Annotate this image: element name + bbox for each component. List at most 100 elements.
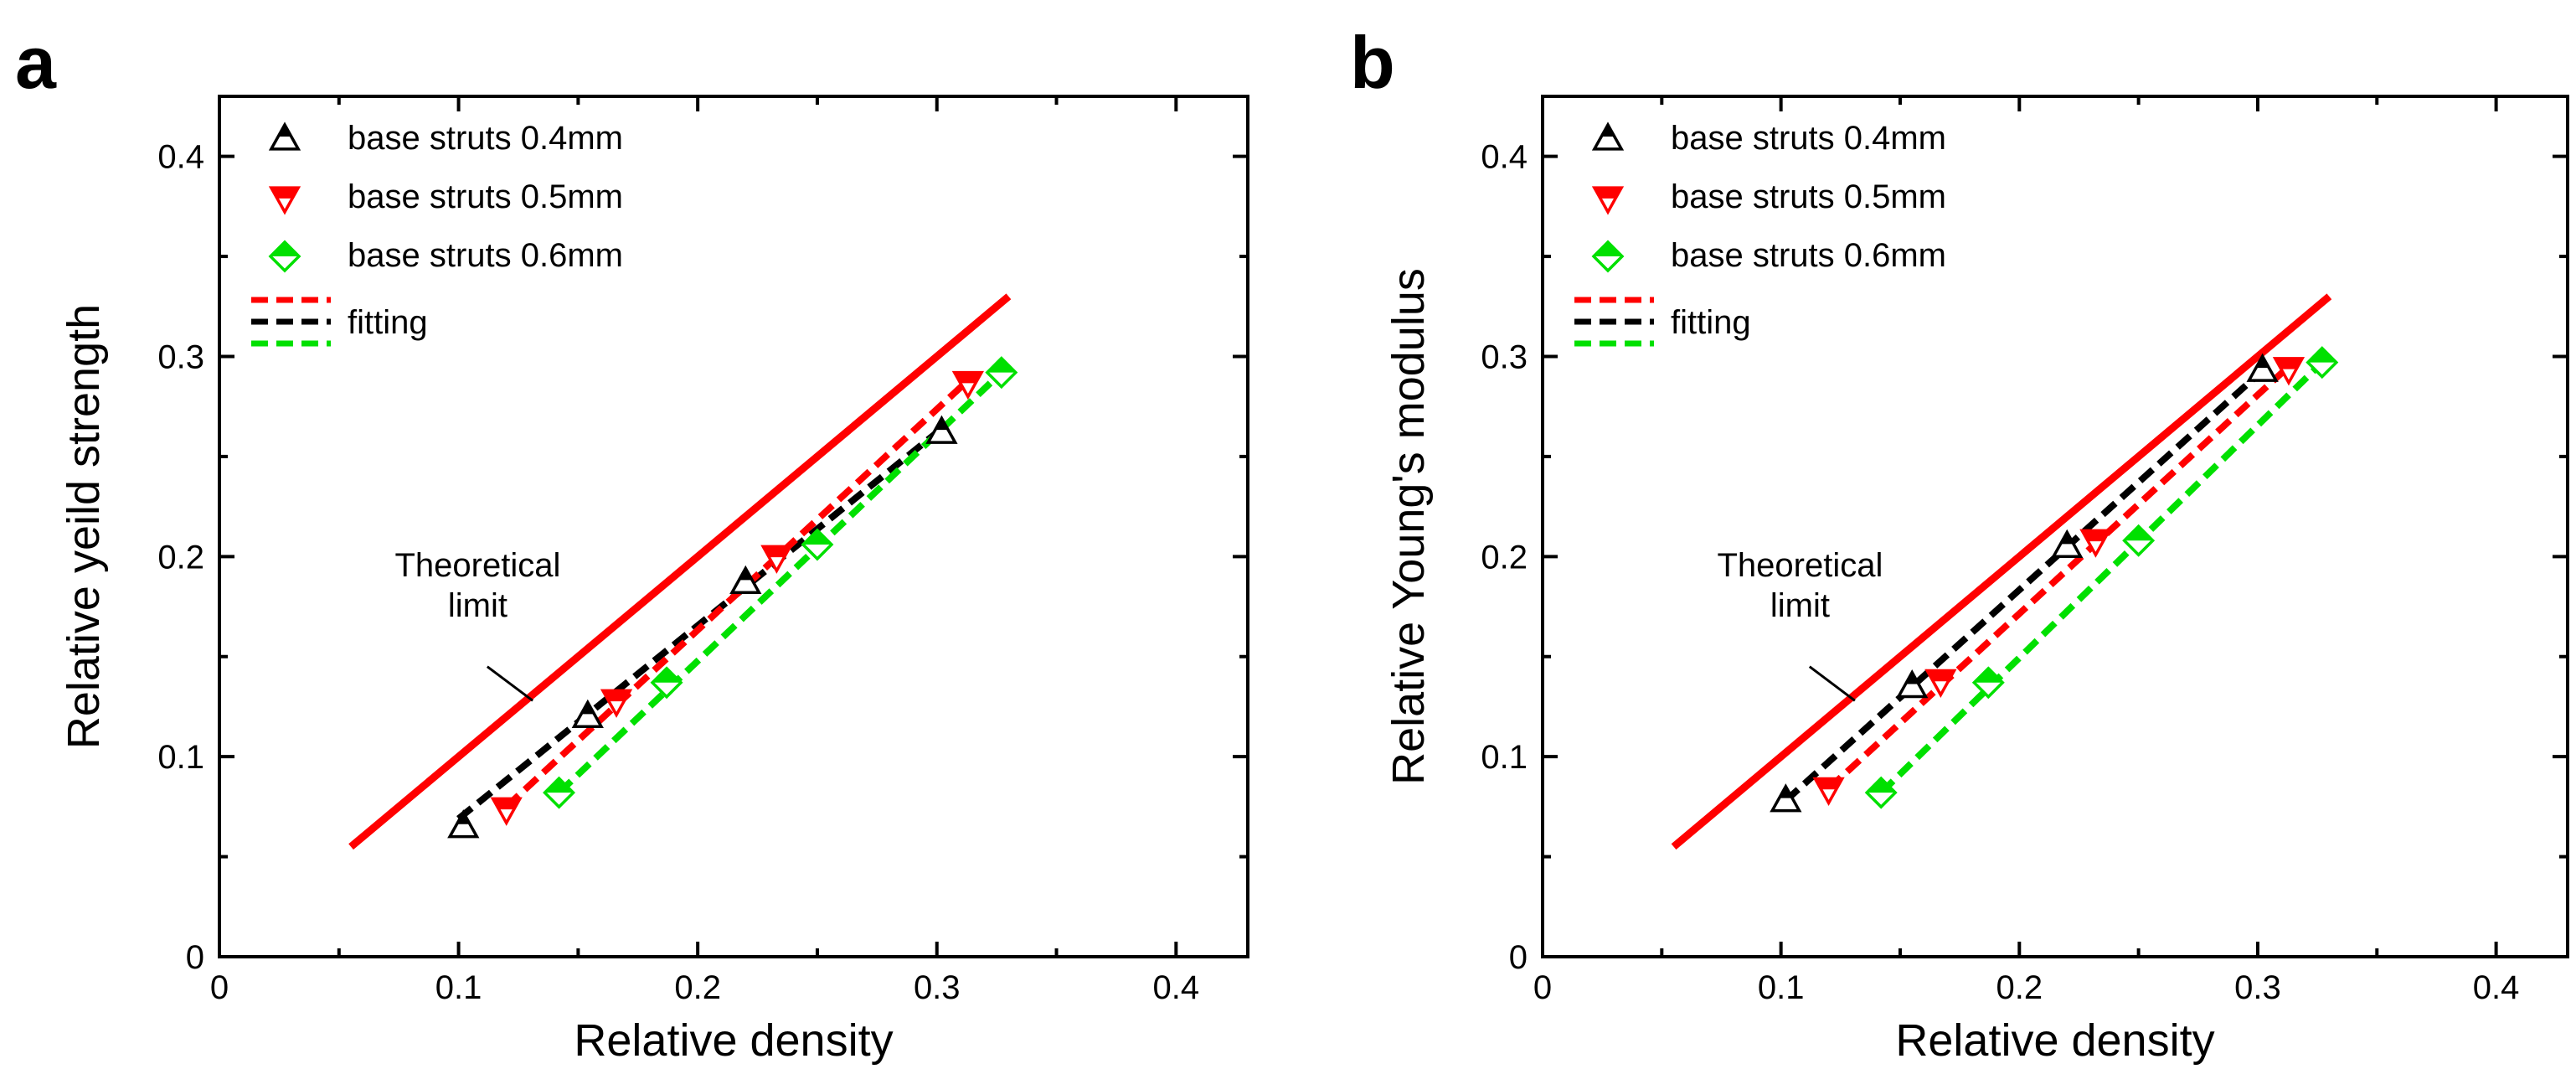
legend-item-series-1: base struts 0.5mm	[268, 178, 623, 215]
data-point-fill	[2275, 358, 2303, 369]
plot-frame	[218, 95, 1249, 958]
data-point-outline	[2051, 529, 2084, 559]
y-tick-label: 0	[1509, 939, 1528, 976]
data-point-series-0	[2051, 529, 2084, 559]
chart-panel-b: b 00 0.1 0.1 0.2 0.2 0.3 0.3 0.4 0.4 Relative dens…	[1350, 21, 2569, 1066]
legend-item-series-0: base struts 0.4mm	[268, 120, 623, 157]
x-tick-label: 0.3	[2234, 969, 2281, 1006]
data-point-fill	[763, 546, 791, 558]
legend-label: base struts 0.6mm	[1671, 237, 1946, 274]
annotation-limit: limit	[1770, 587, 1830, 624]
legend-label: base struts 0.4mm	[348, 120, 623, 157]
x-tick-label: 0.1	[1758, 969, 1805, 1006]
legend-fitting-label: fitting	[1671, 304, 1751, 341]
data-point-fill	[1867, 778, 1896, 793]
y-axis-title: Relative Young's modulus	[1383, 268, 1434, 785]
legend-fitting-label: fitting	[348, 304, 428, 341]
data-point-fill	[456, 812, 470, 824]
plot-frame	[1541, 95, 2569, 958]
data-point-series-1	[2079, 529, 2112, 558]
data-point-fill	[1927, 670, 1955, 682]
data-point-series-1	[1812, 777, 1845, 806]
data-point-series-2	[985, 356, 1018, 390]
x-tick-label: 0.2	[674, 969, 721, 1006]
fit-line-series-2	[1878, 359, 2325, 796]
data-point-fill	[802, 529, 832, 545]
data-point-outline	[571, 699, 604, 729]
data-point-fill	[581, 702, 595, 715]
legend-label: base struts 0.5mm	[1671, 178, 1946, 215]
y-tick-label: 0.1	[157, 739, 204, 776]
legend-marker-fill	[278, 125, 291, 137]
legend-item-series-2: base struts 0.6mm	[1591, 237, 1946, 274]
annotation-limit: limit	[448, 587, 507, 624]
legend-label: base struts 0.5mm	[348, 178, 623, 215]
data-point-fill	[1815, 778, 1842, 790]
data-point-series-1	[2272, 357, 2306, 386]
data-point-fill	[544, 778, 574, 793]
x-tick-label: 0.3	[914, 969, 961, 1006]
data-point-fill	[2255, 356, 2269, 369]
y-tick-label: 0.4	[1481, 139, 1528, 176]
data-point-series-0	[2246, 353, 2279, 382]
data-point-series-2	[543, 776, 576, 809]
legend-marker-fill	[1601, 125, 1615, 137]
data-point-fill	[987, 358, 1016, 373]
data-point-fill	[1779, 786, 1792, 798]
data-point-series-0	[925, 415, 958, 444]
data-point-outline	[1770, 783, 1802, 813]
legend-label: base struts 0.4mm	[1671, 120, 1946, 157]
legend-marker-outline	[1591, 121, 1625, 151]
legend-item-series-0: base struts 0.4mm	[1591, 120, 1946, 157]
data-point-outline	[1896, 669, 1929, 699]
panel-label: b	[1350, 21, 1395, 104]
x-tick-label: 0	[1533, 969, 1552, 1006]
panel-label: a	[15, 21, 57, 104]
data-point-series-2	[2122, 524, 2156, 557]
legend-marker-fill	[1594, 242, 1622, 256]
data-point-series-1	[1924, 669, 1957, 698]
data-point-series-2	[1864, 776, 1898, 809]
y-axis-title: Relative yeild strength	[59, 304, 109, 749]
data-point-series-1	[600, 689, 633, 718]
y-tick-label: 0.4	[157, 139, 204, 176]
data-point-series-2	[801, 528, 834, 561]
data-point-series-2	[650, 666, 683, 700]
data-point-fill	[1974, 668, 2003, 683]
data-point-series-0	[729, 565, 762, 595]
data-point-series-0	[447, 809, 480, 839]
data-point-outline	[729, 565, 762, 595]
data-point-outline	[447, 809, 480, 839]
data-point-outline	[2246, 353, 2279, 382]
theoretical-limit-line	[1671, 293, 2332, 850]
data-point-fill	[2307, 348, 2336, 363]
data-point-series-1	[760, 545, 793, 574]
data-point-series-1	[490, 797, 523, 826]
x-tick-label: 0	[210, 969, 229, 1006]
y-tick-label: 0.3	[1481, 338, 1528, 375]
x-tick-label: 0.4	[2473, 969, 2520, 1006]
y-tick-label: 0.2	[1481, 539, 1528, 576]
x-tick-label: 0.2	[1996, 969, 2043, 1006]
chart-panel-a: a 00 0.1 0.1 0.2 0.2 0.3 0.3 0.4 0.4 Relative dens…	[15, 21, 1249, 1066]
data-point-fill	[602, 690, 631, 702]
annotation-leader	[486, 665, 534, 702]
y-tick-label: 0.3	[157, 338, 204, 375]
legend-item-series-1: base struts 0.5mm	[1591, 178, 1946, 215]
data-point-series-1	[951, 370, 985, 400]
theoretical-limit-line	[348, 293, 1012, 850]
legend-marker-fill	[270, 188, 299, 199]
x-axis-title: Relative density	[574, 1015, 893, 1066]
data-point-series-0	[1770, 783, 1802, 813]
legend-marker-fill	[1594, 188, 1622, 199]
legend-marker-outline	[268, 121, 301, 151]
y-tick-label: 0	[186, 939, 204, 976]
data-point-series-2	[2306, 346, 2339, 380]
y-tick-label: 0.1	[1481, 739, 1528, 776]
fit-line-series-0	[1783, 368, 2265, 803]
data-point-series-0	[1896, 669, 1929, 699]
data-point-fill	[2124, 526, 2153, 541]
legend-marker-fill	[270, 242, 299, 256]
x-axis-title: Relative density	[1895, 1015, 2214, 1066]
